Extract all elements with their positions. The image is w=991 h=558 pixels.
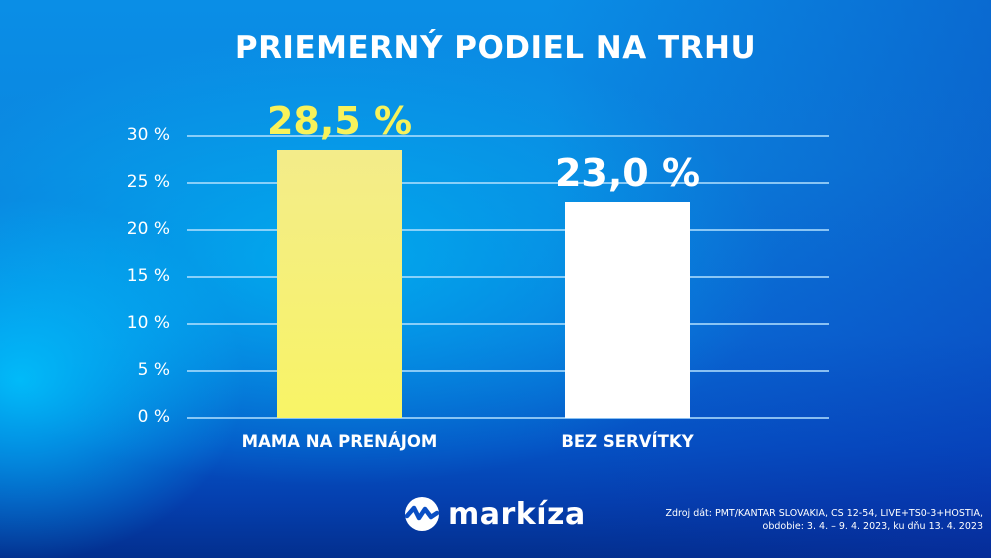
gridline — [187, 229, 829, 231]
y-axis-tick-label: 30 % — [126, 125, 170, 145]
bar-2 — [565, 201, 690, 418]
x-axis-category-label: MAMA NA PRENÁJOM — [241, 432, 438, 451]
source-line-2: obdobie: 3. 4. – 9. 4. 2023, ku dňu 13. … — [762, 521, 983, 532]
gridline — [187, 135, 829, 137]
y-axis-tick-label: 15 % — [126, 266, 170, 286]
markiza-mountain-icon — [404, 497, 440, 531]
gridline — [187, 323, 829, 325]
y-axis-tick-label: 5 % — [137, 360, 170, 380]
bar-value-label: 28,5 % — [266, 99, 413, 144]
source-line-1: Zdroj dát: PMT/KANTAR SLOVAKIA, CS 12-54… — [665, 508, 983, 519]
y-axis-tick-label: 25 % — [126, 172, 170, 192]
chart-title: PRIEMERNÝ PODIEL NA TRHU — [234, 30, 757, 66]
y-axis-tick-label: 20 % — [126, 219, 170, 239]
data-source-note: Zdroj dát: PMT/KANTAR SLOVAKIA, CS 12-54… — [665, 507, 983, 533]
y-axis-tick-label: 10 % — [126, 313, 170, 333]
logo-text: markíza — [448, 496, 586, 532]
x-axis-category-label: BEZ SERVÍTKY — [561, 432, 694, 451]
y-axis-tick-label: 0 % — [137, 407, 170, 427]
bar-value-label: 23,0 % — [554, 150, 701, 195]
gridline — [187, 276, 829, 278]
gridline — [187, 182, 829, 184]
gridline — [187, 417, 829, 419]
gridline — [187, 370, 829, 372]
markiza-logo: markíza — [404, 496, 586, 532]
bar-1 — [277, 150, 402, 418]
